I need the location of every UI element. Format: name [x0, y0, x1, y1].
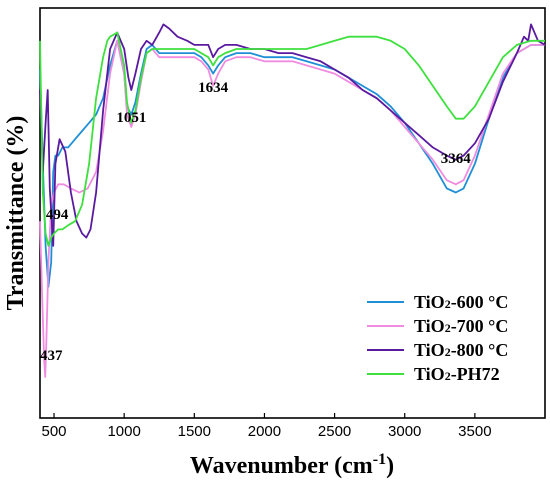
legend-label-1: TiO2-600 °C: [414, 292, 508, 312]
x-axis-title: Wavenumber (cm-1): [190, 451, 394, 479]
x-tick-label: 500: [42, 423, 67, 440]
x-tick-label: 1500: [178, 423, 211, 440]
x-tick-label: 1000: [107, 423, 140, 440]
annotation-494: 494: [46, 207, 69, 223]
legend-label-3: TiO2-800 °C: [414, 340, 508, 360]
annotation-3364: 3364: [441, 151, 472, 167]
legend-label-4: TiO2-PH72: [414, 364, 500, 384]
x-tick-label: 2000: [248, 423, 281, 440]
x-tick-label: 3500: [458, 423, 491, 440]
x-axis-title-sup: -1: [373, 451, 386, 468]
x-tick-label: 2500: [318, 423, 351, 440]
x-tick-label: 3000: [388, 423, 421, 440]
annotation-1051: 1051: [116, 110, 146, 126]
x-ticks: 500 1000 1500 2000 2500 3000 3500: [42, 413, 492, 440]
legend: TiO2-600 °C TiO2-700 °C TiO2-800 °C TiO2-PH…: [367, 292, 508, 384]
legend-label-2: TiO2-700 °C: [414, 316, 508, 336]
series-line-4: [40, 33, 545, 246]
x-axis-title-main: Wavenumber (cm: [190, 453, 373, 479]
annotation-1634: 1634: [198, 80, 229, 96]
annotation-437: 437: [40, 348, 63, 364]
x-axis-title-end: ): [386, 453, 394, 479]
y-axis-title: Transmittance (%): [3, 116, 29, 311]
